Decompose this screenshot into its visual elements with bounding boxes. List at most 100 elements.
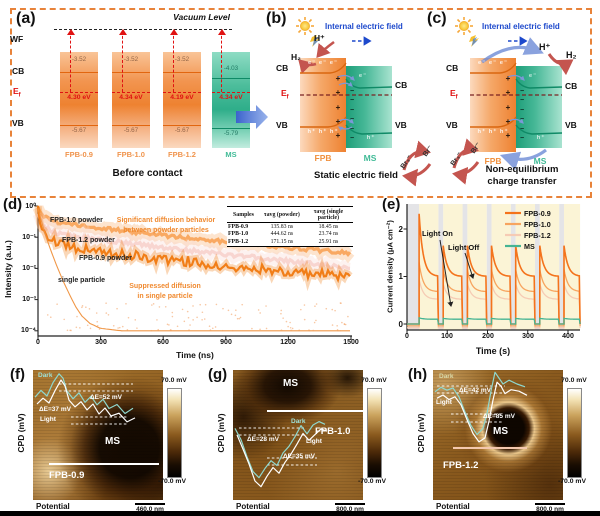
x-tick: 300 <box>522 333 534 340</box>
minus-charge: − <box>349 88 355 95</box>
y-tick: 10⁰ <box>25 203 36 210</box>
cb-energy: -4.03 <box>223 65 239 72</box>
minus-charge: − <box>349 134 355 142</box>
delta-e-left: ΔE=37 mV <box>39 406 71 413</box>
y-tick: 10⁻¹ <box>22 234 36 241</box>
potential-profile-inset <box>234 420 328 488</box>
panel-c-caption-2: charge transfer <box>487 176 557 187</box>
colorbar-min: -70.0 mV <box>358 478 386 485</box>
panel-a-caption: Before contact <box>112 168 183 179</box>
light-off-label: Light Off <box>448 243 480 252</box>
colorbar-min: -70.0 mV <box>558 478 586 485</box>
table-cell: FPB-0.9 <box>228 223 249 230</box>
x-tick: 1200 <box>280 339 296 346</box>
legend-fpb10: FPB-1.0 <box>524 220 551 229</box>
potential-label: Potential <box>36 502 70 511</box>
x-axis-label: Time (s) <box>475 346 511 356</box>
light-label: Light <box>306 438 322 445</box>
table-cell: FPB-1.2 <box>228 238 249 245</box>
panel-d: (d) 10⁰ 10⁻¹ 10⁻² 10⁻³ 10⁻⁴ 0 300 600 90… <box>0 196 380 364</box>
x-tick: 600 <box>157 339 169 346</box>
band-bar-fpb12: -3.52 4.19 eV -5.67 <box>163 52 201 148</box>
wf-arrow <box>66 29 75 92</box>
colorbar <box>367 388 382 478</box>
cb-line <box>112 72 150 73</box>
x-tick: 200 <box>482 333 494 340</box>
cpd-axis-label: CPD (mV) <box>216 413 226 453</box>
legend-ms: MS <box>524 242 535 251</box>
ef-sub: f <box>455 94 458 101</box>
potential-profile-inset <box>34 373 136 425</box>
negative-charges-b: − − − − − − <box>348 88 356 142</box>
vb-label-b-right: VB <box>395 120 407 130</box>
cb-label-b-right: CB <box>395 80 408 90</box>
delta-e-right: ΔE=85 mV <box>483 413 515 420</box>
cpd-axis-label: CPD (mV) <box>416 413 426 453</box>
legend-fpb12: FPB-1.2 <box>524 231 551 240</box>
ms-label-b: MS <box>363 153 377 163</box>
ef-sub: f <box>286 94 289 101</box>
vb-energy: -5.67 <box>71 127 87 134</box>
y-tick: 10⁻² <box>22 265 36 272</box>
vb-energy: -5.67 <box>123 127 139 134</box>
table-row: FPB-1.0 444.62 ns 23.74 ns <box>227 231 353 239</box>
diffusion-note-1: Significant diffusion behavior <box>116 217 216 224</box>
vb-line <box>163 125 201 126</box>
fpb-label-b: FPB <box>314 153 332 163</box>
y-axis-label: Intensity (a.u.) <box>3 240 13 298</box>
profile-line <box>453 447 527 449</box>
panel-c-field-label: Internal electric field <box>482 22 560 31</box>
table-cell: 18.45 ns <box>318 223 339 230</box>
cb-energy: -3.52 <box>174 56 190 63</box>
x-tick: 100 <box>441 333 453 340</box>
scalebar-text: 800.0 nm <box>336 506 364 513</box>
band-bar-fpb09: -3.52 4.30 eV -5.67 <box>60 52 98 148</box>
region-label-ms: MS <box>493 426 508 437</box>
ef-base: E <box>281 88 287 98</box>
x-tick: 1500 <box>343 339 359 346</box>
minus-charge: − <box>519 116 525 124</box>
region-label-ms: MS <box>105 436 120 447</box>
electrons-label-b: e⁻ e⁻ e⁻ <box>307 60 339 66</box>
kpfm-image-fpb12: MS FPB-1.2 Dark ΔE=42 mV Light ΔE=85 mV <box>433 370 563 500</box>
cb-line <box>212 78 250 79</box>
vacuum-level-line <box>54 29 232 30</box>
ef-axis-label: Ef <box>13 86 21 99</box>
kpfm-image-fpb09: MS FPB-0.9 Dark ΔE=52 mV ΔE=37 mV Light <box>33 370 163 500</box>
y-tick: 2 <box>398 225 403 234</box>
minus-charge: − <box>349 125 355 133</box>
y-tick: 10⁻³ <box>22 296 36 303</box>
h-plus-label-c: H⁺ <box>539 42 551 52</box>
suppressed-note-1: Suppressed diffusion <box>129 283 201 290</box>
legend-fpb09: FPB-0.9 <box>524 209 551 218</box>
cb-axis-label: CB <box>12 66 25 76</box>
figure-bottom-border <box>0 511 600 516</box>
cb-line <box>60 72 98 73</box>
holes-label-c: h⁺ h⁺ h⁺ <box>477 129 509 135</box>
y-tick: 0 <box>398 320 403 329</box>
band-bar-fpb10: -3.52 4.34 eV -5.67 <box>112 52 150 148</box>
h2-label-b: H₂ <box>291 52 301 62</box>
ef-sub: f <box>18 92 21 99</box>
table-cell: 25.91 ns <box>318 238 339 245</box>
wf-arrow <box>118 29 127 92</box>
electrons-label-c: e⁻ e⁻ e⁻ <box>477 60 509 66</box>
panel-f-label: (f) <box>10 366 25 383</box>
panel-f: (f) CPD (mV) MS FPB-0.9 Dark ΔE=52 mV ΔE… <box>0 364 200 516</box>
h2-label-c: H₂ <box>566 50 577 60</box>
bar-name-ms: MS <box>225 150 237 159</box>
table-header: τavg (powder) <box>259 207 304 223</box>
vacuum-level-label: Vacuum Level <box>173 12 230 22</box>
light-label: Light <box>436 399 452 406</box>
work-function: 4.34 eV <box>119 94 143 101</box>
ef-line <box>112 92 150 93</box>
ef-line <box>163 92 201 93</box>
x-tick: 0 <box>36 339 40 346</box>
negative-charges-c: − − − − − − <box>518 88 526 142</box>
panel-b-caption: Static electric field <box>314 170 398 181</box>
bar-name-fpb09: FPB-0.9 <box>65 150 93 159</box>
dark-label: Dark <box>291 418 306 425</box>
minus-charge: − <box>519 106 525 114</box>
band-bar-ms: -4.03 4.34 eV -5.79 <box>212 52 250 148</box>
vb-label-c-right: VB <box>565 120 577 130</box>
